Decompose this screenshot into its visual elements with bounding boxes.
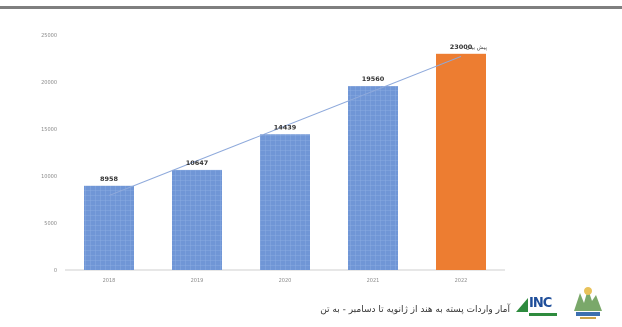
- footer: آمار واردات پسته به هند از ژانویه تا دسا…: [0, 285, 622, 327]
- y-tick-label: 0: [54, 268, 57, 274]
- x-tick-label: 2020: [279, 278, 292, 284]
- data-label: 8958: [100, 175, 119, 183]
- data-label: 14439: [274, 123, 297, 131]
- y-tick-label: 5000: [44, 221, 57, 227]
- data-label: 23000: [450, 43, 473, 51]
- bars: [84, 53, 486, 270]
- x-tick-label: 2022: [455, 278, 468, 284]
- x-tick-label: 2021: [367, 278, 380, 284]
- top-divider: [0, 6, 622, 9]
- bar-forecast: [436, 53, 486, 270]
- forecast-label: پیش بینی: [466, 45, 488, 51]
- chart-caption: آمار واردات پسته به هند از ژانویه تا دسا…: [320, 305, 510, 315]
- nut-global-logo: [574, 287, 602, 319]
- y-axis: 0 5000 10000 15000 20000 25000: [41, 33, 57, 274]
- trendline: [108, 55, 462, 197]
- inc-logo-mark: [516, 298, 528, 312]
- data-label: 10647: [186, 159, 209, 167]
- x-tick-label: 2019: [191, 278, 204, 284]
- inc-logo-text: INC: [529, 296, 552, 311]
- y-tick-label: 10000: [41, 174, 57, 180]
- data-label: 19560: [362, 75, 385, 83]
- y-tick-label: 15000: [41, 127, 57, 133]
- inc-logo: INC: [516, 295, 558, 317]
- bar: [348, 86, 398, 270]
- x-tick-label: 2018: [103, 278, 116, 284]
- y-tick-label: 20000: [41, 80, 57, 86]
- x-axis: 2018 2019 2020 2021 2022: [103, 278, 468, 284]
- bar: [260, 134, 310, 270]
- y-tick-label: 25000: [41, 33, 57, 39]
- inc-logo-bar: [529, 313, 557, 316]
- bar: [172, 169, 222, 270]
- bar: [84, 185, 134, 270]
